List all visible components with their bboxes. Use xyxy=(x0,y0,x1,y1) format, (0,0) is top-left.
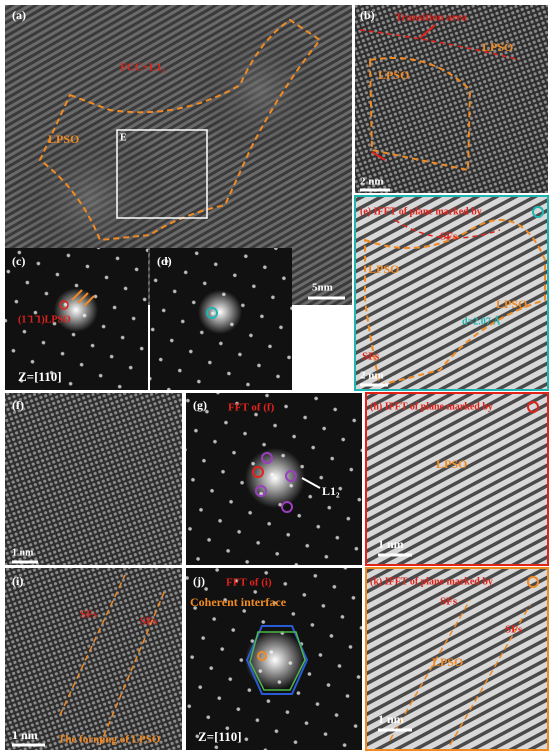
panel-label: (f) xyxy=(12,398,24,412)
region-outline xyxy=(38,18,322,242)
annotation: LPSO xyxy=(482,40,513,54)
scale-label: 2 nm xyxy=(360,176,384,188)
panel-label: (j) xyxy=(193,574,205,588)
panel-label: (b) xyxy=(360,8,375,22)
image xyxy=(365,392,549,566)
scale-label: 1 nm xyxy=(12,547,34,558)
panel-c: (c) (1 ̄1 ̄1)LPSO Z=[110] xyxy=(5,248,148,390)
annotation: (1 ̄1 ̄1)LPSO xyxy=(18,314,71,325)
panel-title: (k) IFFT of plane marked by xyxy=(370,576,493,587)
annotation: d=2.07 Å xyxy=(462,315,501,327)
annotation: SFs xyxy=(440,231,458,243)
panel-h: (h) IFFT of plane marked by LPSO 1 nm xyxy=(365,392,549,566)
image xyxy=(355,5,548,193)
scale-label: 1 nm xyxy=(378,712,404,726)
scale-label: 5nm xyxy=(312,282,333,294)
panel-i: (i) SFs SFs 1 nm The forming of LPSO xyxy=(5,568,182,750)
panel-f: (f) 1 nm xyxy=(5,393,182,565)
annotation: LPSO xyxy=(496,297,527,311)
image xyxy=(354,195,549,391)
annotation: LPSO xyxy=(436,457,467,471)
panel-label: (i) xyxy=(12,574,23,588)
panel-g: (g) FFT of (f) L1₂ xyxy=(186,393,362,565)
panel-label: (d) xyxy=(157,254,172,268)
caption: The forming of LPSO xyxy=(58,734,161,746)
annotation: FFT of (f) xyxy=(228,402,275,414)
annotation: LPSO xyxy=(368,262,399,276)
panel-j: (j) FFT of (i) Coherent interface Z=[110… xyxy=(186,568,362,750)
scale-label: 1 nm xyxy=(12,728,38,742)
panel-e: (e) IFFT of plane marked by SFs LPSO LPS… xyxy=(354,195,549,391)
box xyxy=(116,129,208,219)
annotation: Z=[110] xyxy=(18,369,62,384)
annotation: LPSO xyxy=(432,655,463,669)
panel-label: (g) xyxy=(193,398,207,412)
annotation: Transition area xyxy=(395,12,468,24)
annotation: LPSO xyxy=(48,132,79,146)
annotation: SFs xyxy=(440,596,458,608)
scale-label: 1 nm xyxy=(378,537,404,551)
panel-title: (h) IFFT of plane marked by xyxy=(370,401,493,412)
annotation: SFs xyxy=(505,624,523,636)
annotation: Coherent interface xyxy=(190,595,287,609)
image xyxy=(5,393,182,565)
panel-k: (k) IFFT of plane marked by SFs LPSO SFs… xyxy=(365,567,549,751)
annotation: LPSO xyxy=(378,68,409,82)
annotation: L1₂ xyxy=(322,484,340,498)
image xyxy=(5,568,182,750)
annotation: FFT of (i) xyxy=(226,577,272,589)
annotation: SFs xyxy=(140,616,158,628)
annotation: SFs xyxy=(362,351,380,363)
annotation: FCC+L1₂ xyxy=(120,62,166,74)
annotation: E xyxy=(120,132,127,143)
panel-d: (d) xyxy=(150,248,292,390)
panel-label: (a) xyxy=(12,8,26,22)
panel-title: (e) IFFT of plane marked by xyxy=(360,206,482,217)
panel-label: (c) xyxy=(12,254,25,268)
annotation: Z=[110] xyxy=(198,729,242,744)
image xyxy=(365,567,549,751)
scale-label: 2 nm xyxy=(360,370,384,382)
annotation: SFs xyxy=(80,609,98,621)
panel-b: (b) Transition area LPSO LPSO 2 nm xyxy=(355,5,548,193)
